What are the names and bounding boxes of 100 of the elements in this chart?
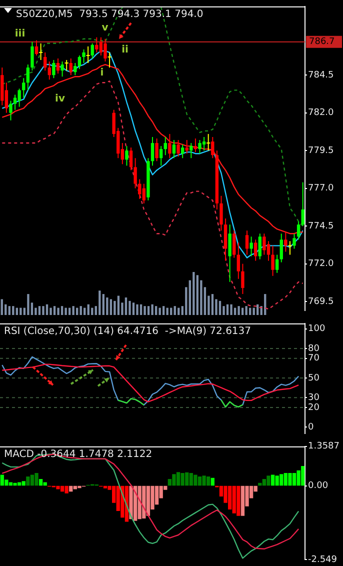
ref-line-label: 786.7 (309, 37, 335, 48)
bar (12, 306, 14, 315)
candlestick (86, 46, 90, 64)
candlestick (164, 136, 167, 156)
bar (110, 299, 112, 315)
bar (236, 486, 240, 516)
bar (234, 308, 236, 315)
candlestick (69, 58, 72, 76)
y-tick-label: 0 (308, 422, 314, 433)
bar (57, 308, 60, 315)
candlestick (13, 94, 17, 110)
bar (26, 476, 30, 486)
candlestick (159, 146, 163, 166)
bar (178, 308, 180, 315)
candlestick (38, 42, 44, 60)
chart-title: S50Z20,M5 793.5 794.3 793.1 794.0 (16, 8, 204, 20)
annotation: iii (14, 28, 26, 40)
y-tick-label: 0.00 (308, 481, 328, 492)
bar (84, 308, 86, 315)
candlestick (280, 233, 283, 263)
bar (292, 472, 296, 486)
bar (43, 482, 47, 486)
candlestick (168, 133, 172, 159)
candlestick (107, 52, 112, 68)
candlestick (74, 62, 77, 76)
annotation: v (102, 22, 109, 34)
candlestick (9, 100, 12, 121)
candlestick (194, 138, 198, 153)
candlestick (245, 230, 249, 256)
candlestick (30, 41, 34, 72)
candlestick (185, 140, 188, 154)
candlestick (48, 61, 51, 80)
bar (262, 479, 266, 486)
candlestick (52, 59, 56, 79)
candlestick (90, 42, 94, 59)
candlestick (232, 230, 236, 258)
candlestick (138, 178, 142, 200)
candlestick (254, 239, 258, 262)
candlestick (150, 136, 154, 166)
bar (64, 308, 67, 315)
bar (252, 308, 255, 315)
bar (185, 287, 188, 315)
bar (42, 306, 44, 315)
y-tick-label: 777.0 (308, 184, 334, 194)
bar (117, 296, 120, 315)
candlestick (104, 38, 107, 62)
candlestick (211, 136, 214, 159)
bar (8, 482, 13, 486)
candlestick (18, 88, 21, 108)
y-tick-label: 20 (308, 402, 320, 413)
candlestick (142, 183, 146, 204)
bar (146, 486, 150, 516)
bar (38, 479, 43, 486)
y-tick-label: 80 (308, 344, 320, 354)
bar (174, 306, 176, 315)
bar (296, 470, 300, 486)
bar (241, 308, 244, 315)
bar (22, 481, 26, 486)
y-tick-label: 30 (308, 393, 320, 404)
bar (147, 306, 150, 315)
bar (218, 300, 222, 315)
bar (266, 476, 270, 486)
bar (60, 306, 64, 315)
candlestick (206, 133, 211, 152)
candlestick (44, 52, 47, 72)
bar (56, 486, 60, 490)
bar (226, 304, 229, 315)
bar (87, 304, 90, 315)
bar (132, 302, 135, 315)
bar (30, 474, 34, 486)
bar (158, 308, 161, 315)
candlestick (155, 138, 158, 162)
candlestick (288, 240, 292, 256)
y-tick-label: 784.5 (308, 70, 334, 80)
candlestick (82, 48, 86, 64)
bar (64, 486, 68, 494)
bar (13, 482, 17, 486)
y-tick-label: 50 (308, 373, 320, 384)
bar (238, 306, 240, 315)
bar (154, 306, 158, 315)
bar (8, 306, 10, 315)
bar (60, 486, 64, 492)
bar (20, 308, 22, 315)
bar (91, 308, 94, 315)
candlestick (64, 59, 69, 72)
candlestick (296, 221, 300, 240)
y-tick-label: 100 (308, 324, 326, 334)
bar (50, 308, 52, 315)
candlestick (129, 147, 133, 171)
bar (192, 272, 195, 315)
bar (72, 306, 74, 315)
candlestick (176, 140, 180, 158)
candlestick (250, 236, 253, 257)
y-tick-label: 769.5 (308, 296, 334, 307)
bar (245, 306, 248, 315)
candlestick (241, 263, 244, 294)
candlestick (172, 140, 176, 159)
candlestick (262, 233, 266, 256)
bar (230, 304, 232, 315)
candlestick (22, 78, 26, 98)
